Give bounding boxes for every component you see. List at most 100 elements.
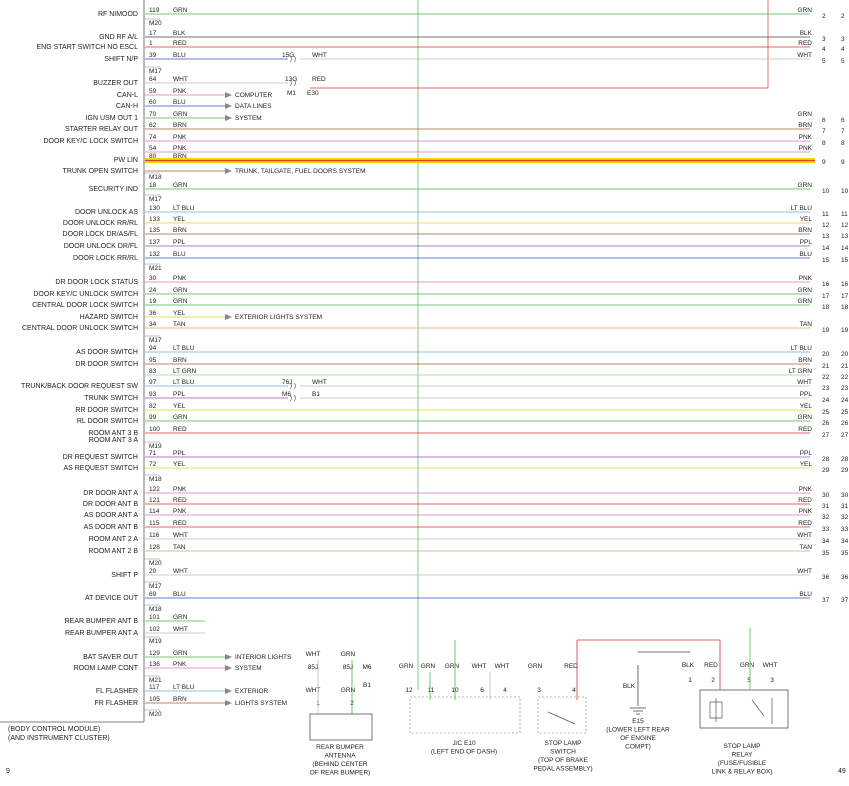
circuit-number: 2: [822, 13, 826, 20]
stop-lamp-relay-wire: BLK: [682, 662, 695, 669]
wire-color: BLU: [173, 52, 186, 59]
wire-color: PNK: [173, 88, 187, 95]
stop-lamp-switch-box: [537, 696, 587, 734]
circuit-number: 12: [822, 222, 830, 229]
pin-number: 69: [149, 591, 157, 598]
wire-color: GRN: [173, 414, 188, 421]
arrow-icon: [225, 92, 232, 98]
pin-number: 17: [149, 30, 157, 37]
wire-color: BRN: [173, 357, 187, 364]
relay-coil-icon: [709, 698, 723, 722]
pin-label: GND RF A/L: [99, 34, 138, 41]
wire-color: RED: [173, 520, 187, 527]
arrow-label: LIGHTS SYSTEM: [235, 700, 287, 707]
circuit-number-far: 15: [841, 257, 849, 264]
wire-color: BRN: [173, 696, 187, 703]
pin-label: FR FLASHER: [94, 700, 138, 707]
pin-number: 30: [149, 275, 157, 282]
right-wire-color: RED: [798, 426, 812, 433]
wire-color: GRN: [173, 650, 188, 657]
right-wire-color: PNK: [799, 486, 813, 493]
jc-e10-pin: 12: [405, 687, 413, 694]
stop-lamp-relay-pin: 1: [688, 677, 692, 684]
stop-lamp-relay-pin: 3: [770, 677, 774, 684]
pin-number: 135: [149, 227, 160, 234]
splice-code: 15G: [282, 52, 294, 59]
circuit-number: 31: [822, 503, 830, 510]
arrow-icon: [225, 700, 232, 706]
stop-lamp-relay-wire: GRN: [740, 662, 755, 669]
pin-number: 121: [149, 497, 160, 504]
pin-number: 39: [149, 52, 157, 59]
arrow-label: EXTERIOR: [235, 688, 269, 695]
pin-number: 70: [149, 111, 157, 118]
splice-wire: B1: [312, 391, 320, 398]
pin-label: PW LIN: [114, 157, 138, 164]
wire-color: GRN: [173, 614, 188, 621]
wire-color: YEL: [173, 310, 186, 317]
splice-symbol: [289, 394, 296, 402]
right-wire-color: GRN: [798, 414, 813, 421]
circuit-number-far: 14: [841, 245, 849, 252]
stop-lamp-switch-pin: 3: [537, 687, 541, 694]
circuit-number: 22: [822, 374, 830, 381]
pin-number: 101: [149, 614, 160, 621]
circuit-number-far: 33: [841, 526, 849, 533]
ground-e15-label: COMPT): [625, 744, 651, 751]
stop-lamp-switch-label: PEDAL ASSEMBLY): [533, 766, 592, 773]
wire-color: GRN: [173, 298, 188, 305]
wire-color: RED: [173, 426, 187, 433]
circuit-number: 24: [822, 397, 830, 404]
wire-color: BLU: [173, 251, 186, 258]
right-wire-color: BRN: [798, 122, 812, 129]
arrow-label: DATA LINES: [235, 103, 272, 110]
wire-color: PNK: [173, 508, 187, 515]
pin-number: 129: [149, 650, 160, 657]
right-wire-color: PNK: [799, 508, 813, 515]
wire-color: LT BLU: [173, 379, 195, 386]
arrow-label: INTERIOR LIGHTS: [235, 654, 292, 661]
circuit-number-far: 5: [841, 58, 845, 65]
pin-label: RR DOOR SWITCH: [75, 407, 138, 414]
jc-e10-wire: GRN: [421, 663, 436, 670]
wire-color: BLU: [173, 591, 186, 598]
pin-number: 100: [149, 426, 160, 433]
page-number-left: 9: [6, 768, 10, 775]
pin-label: RF NIMOOD: [98, 11, 138, 18]
pin-label: DOOR KEY/C LOCK SWITCH: [43, 138, 138, 145]
pin-number: 83: [149, 368, 157, 375]
pin-label: ROOM ANT 2 A: [89, 536, 139, 543]
pin-number: 132: [149, 251, 160, 258]
rear-bumper-wire: WHT: [306, 687, 321, 694]
wire-color: PNK: [173, 145, 187, 152]
circuit-number: 11: [822, 211, 829, 218]
wire-color: PPL: [173, 391, 186, 398]
right-wire-color: BLU: [799, 591, 812, 598]
splice-code: 13G: [285, 76, 297, 83]
circuit-number-far: 23: [841, 385, 849, 392]
connector-code: M20: [149, 560, 162, 567]
pin-number: 115: [149, 520, 160, 527]
circuit-number-far: 32: [841, 514, 849, 521]
ground-icon: [630, 707, 646, 715]
connector-code: M20: [149, 20, 162, 27]
circuit-number-far: 28: [841, 456, 849, 463]
arrow-icon: [225, 168, 232, 174]
right-wire-color: GRN: [798, 287, 813, 294]
pin-label: AS DOOR SWITCH: [76, 349, 138, 356]
splice-symbol: [289, 55, 296, 63]
page-number-right: 49: [838, 768, 846, 775]
pin-label: DR DOOR ANT B: [83, 501, 138, 508]
pin-number: 74: [149, 134, 157, 141]
stop-lamp-relay-label: LINK & RELAY BOX): [712, 769, 773, 776]
right-wire-color: GRN: [798, 111, 813, 118]
pin-number: 20: [149, 568, 157, 575]
circuit-number-far: 36: [841, 574, 849, 581]
pin-number: 114: [149, 508, 160, 515]
rear-bumper-label: OF REAR BUMPER): [310, 770, 371, 777]
circuit-number-far: 37: [841, 597, 849, 604]
wire-color: WHT: [173, 532, 188, 539]
pin-label: AS REQUEST SWITCH: [63, 465, 138, 472]
rear-bumper-antenna-box: [309, 713, 373, 741]
pin-number: 24: [149, 287, 157, 294]
